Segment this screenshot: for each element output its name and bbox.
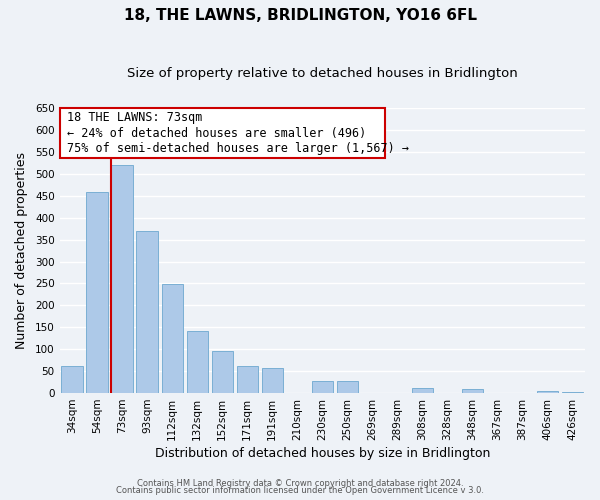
Text: 75% of semi-detached houses are larger (1,567) →: 75% of semi-detached houses are larger (…	[67, 142, 409, 156]
Bar	[311, 381, 333, 393]
Text: ← 24% of detached houses are smaller (496): ← 24% of detached houses are smaller (49…	[67, 126, 367, 140]
FancyBboxPatch shape	[59, 108, 385, 158]
Text: 18, THE LAWNS, BRIDLINGTON, YO16 6FL: 18, THE LAWNS, BRIDLINGTON, YO16 6FL	[124, 8, 476, 22]
Bar	[337, 381, 358, 393]
Bar	[112, 164, 133, 393]
Bar	[187, 331, 208, 393]
Title: Size of property relative to detached houses in Bridlington: Size of property relative to detached ho…	[127, 68, 518, 80]
Bar	[212, 352, 233, 393]
Bar	[562, 392, 583, 393]
Y-axis label: Number of detached properties: Number of detached properties	[15, 152, 28, 349]
Bar	[537, 391, 558, 393]
Text: 18 THE LAWNS: 73sqm: 18 THE LAWNS: 73sqm	[67, 111, 203, 124]
X-axis label: Distribution of detached houses by size in Bridlington: Distribution of detached houses by size …	[155, 447, 490, 460]
Bar	[86, 192, 108, 393]
Bar	[161, 284, 183, 393]
Text: Contains public sector information licensed under the Open Government Licence v : Contains public sector information licen…	[116, 486, 484, 495]
Bar	[136, 231, 158, 393]
Bar	[236, 366, 258, 393]
Text: Contains HM Land Registry data © Crown copyright and database right 2024.: Contains HM Land Registry data © Crown c…	[137, 478, 463, 488]
Bar	[61, 366, 83, 393]
Bar	[462, 388, 483, 393]
Bar	[412, 388, 433, 393]
Bar	[262, 368, 283, 393]
